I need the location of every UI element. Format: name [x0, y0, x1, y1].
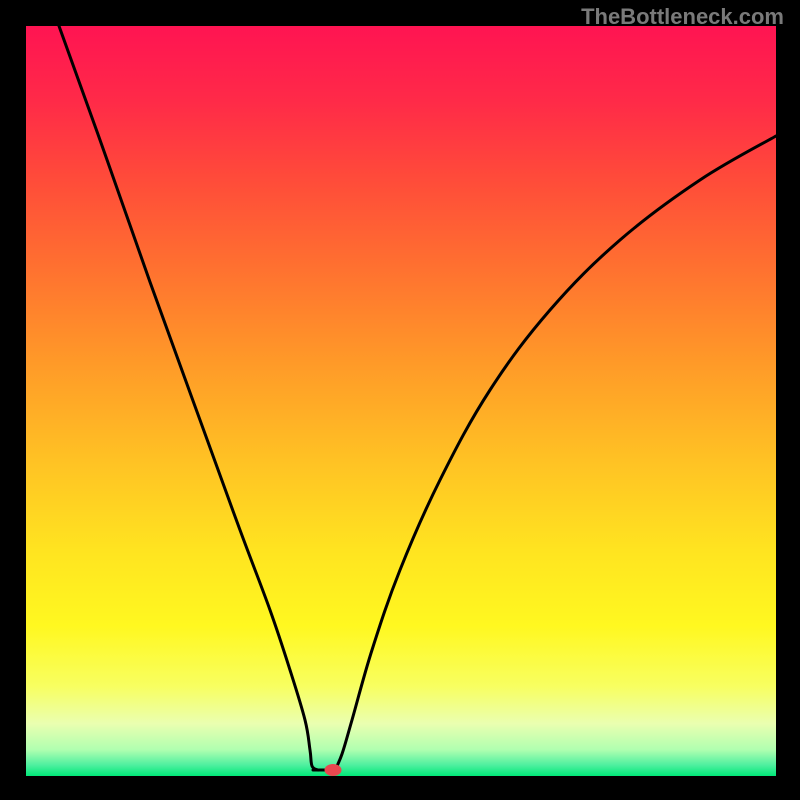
watermark-text: TheBottleneck.com: [581, 4, 784, 30]
plot-area: [26, 26, 776, 776]
chart-container: TheBottleneck.com: [0, 0, 800, 800]
data-point-marker: [325, 764, 342, 776]
